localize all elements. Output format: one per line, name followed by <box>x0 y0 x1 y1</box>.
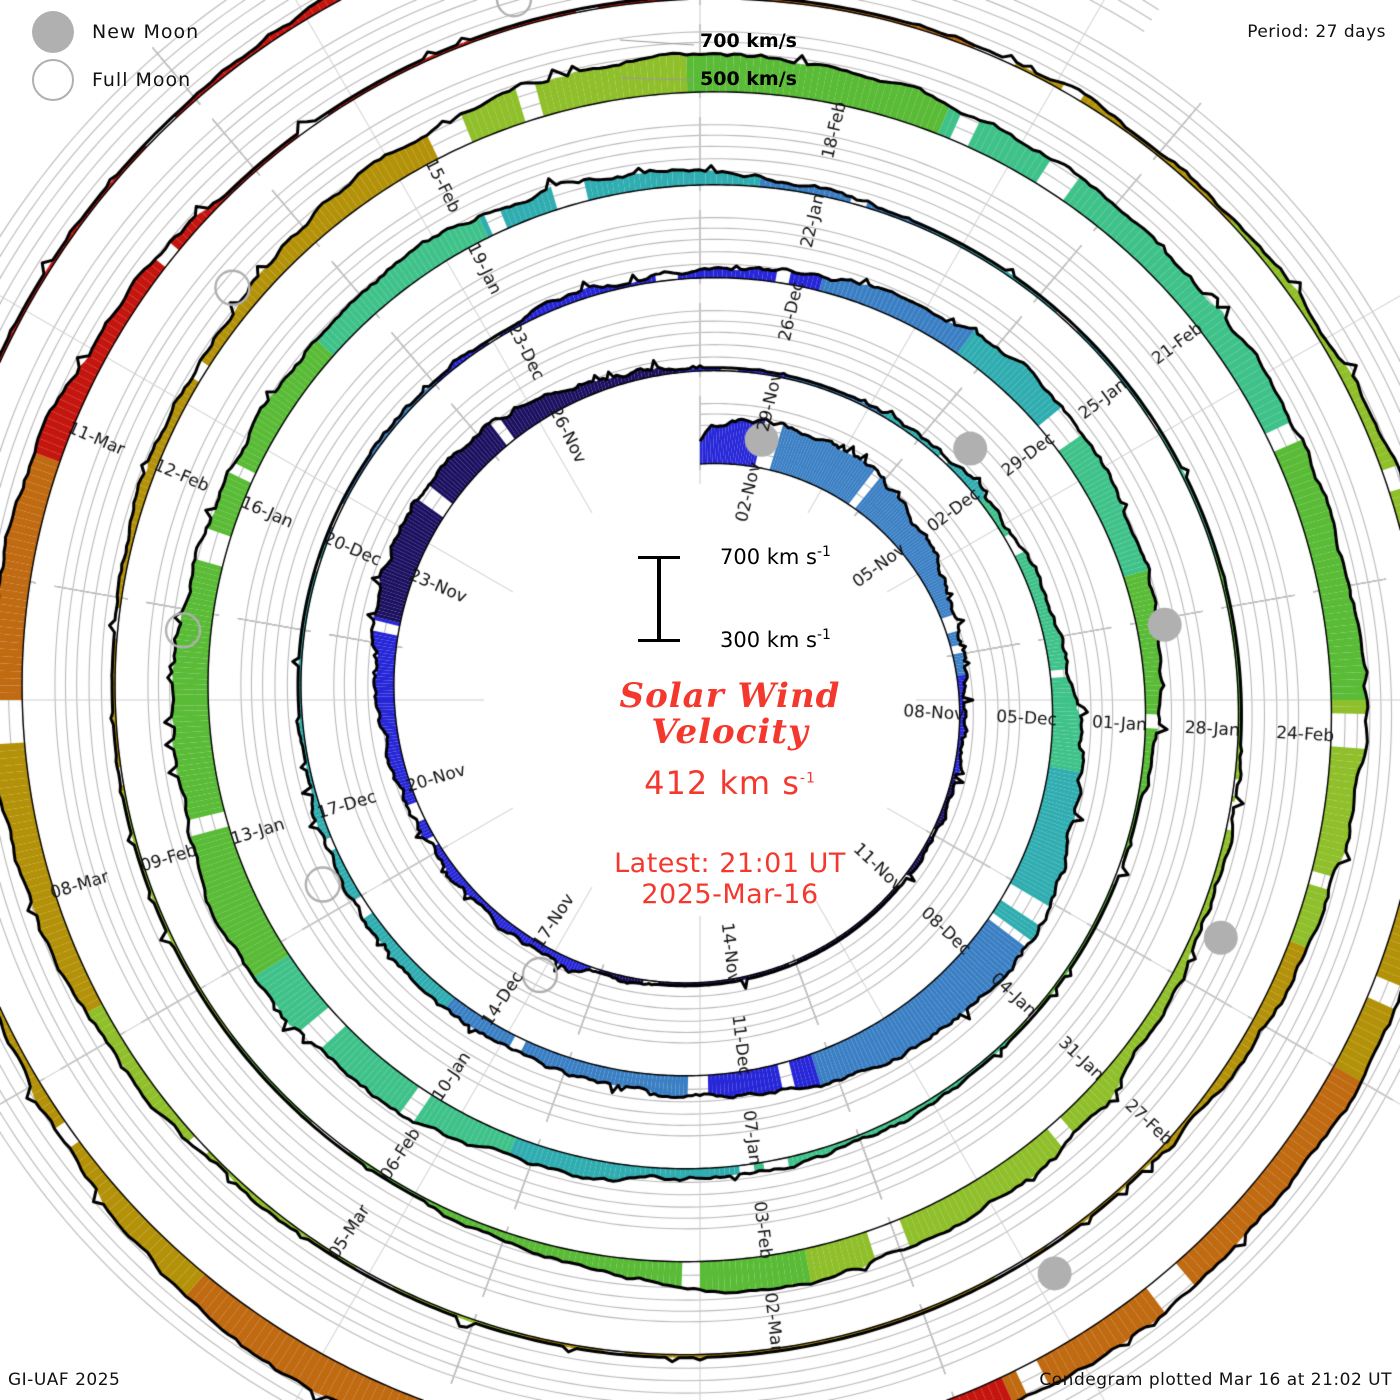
chart-title: Solar Wind Velocity <box>560 678 900 750</box>
period-label: Period: 27 days <box>1247 22 1386 42</box>
credit-right: Condegram plotted Mar 16 at 21:02 UT <box>1039 1370 1392 1390</box>
scale-bar-cap-top <box>638 556 680 559</box>
moon-phase-legend: New Moon Full Moon <box>20 8 300 104</box>
scale-bar-label-top: 700 km s-1 <box>720 544 831 569</box>
credit-left: GI-UAF 2025 <box>8 1370 121 1390</box>
scale-bar-label-bottom: 300 km s-1 <box>720 627 831 652</box>
scale-bar-cap-bottom <box>638 639 680 642</box>
chart-title-line1: Solar Wind <box>619 676 841 716</box>
new-moon-icon <box>32 11 74 53</box>
center-annotation-block: 700 km s-1 300 km s-1 Solar Wind Velocit… <box>560 544 900 910</box>
legend-item-new-moon: New Moon <box>20 8 300 56</box>
legend-label-new-moon: New Moon <box>92 21 200 43</box>
legend-label-full-moon: Full Moon <box>92 69 192 91</box>
scale-bar-label-top-exponent: -1 <box>817 544 831 560</box>
legend-item-full-moon: Full Moon <box>20 56 300 104</box>
current-value-exponent: -1 <box>799 770 816 787</box>
radial-tick-label-700: 700 km/s <box>700 30 797 52</box>
latest-date: 2025-Mar-16 <box>641 879 819 910</box>
chart-title-line2: Velocity <box>651 712 809 752</box>
scale-bar-line <box>657 556 661 642</box>
velocity-scale-bar: 700 km s-1 300 km s-1 <box>560 544 900 658</box>
radial-tick-label-500: 500 km/s <box>700 68 797 90</box>
scale-bar-label-top-text: 700 km s <box>720 545 817 569</box>
scale-bar-label-bottom-exponent: -1 <box>817 627 831 643</box>
full-moon-icon <box>32 59 74 101</box>
current-value: 412 km s-1 <box>560 764 900 802</box>
latest-timestamp: Latest: 21:01 UT 2025-Mar-16 <box>560 848 900 910</box>
scale-bar-label-bottom-text: 300 km s <box>720 628 817 652</box>
latest-time: Latest: 21:01 UT <box>614 848 846 879</box>
current-value-text: 412 km s <box>644 764 800 802</box>
